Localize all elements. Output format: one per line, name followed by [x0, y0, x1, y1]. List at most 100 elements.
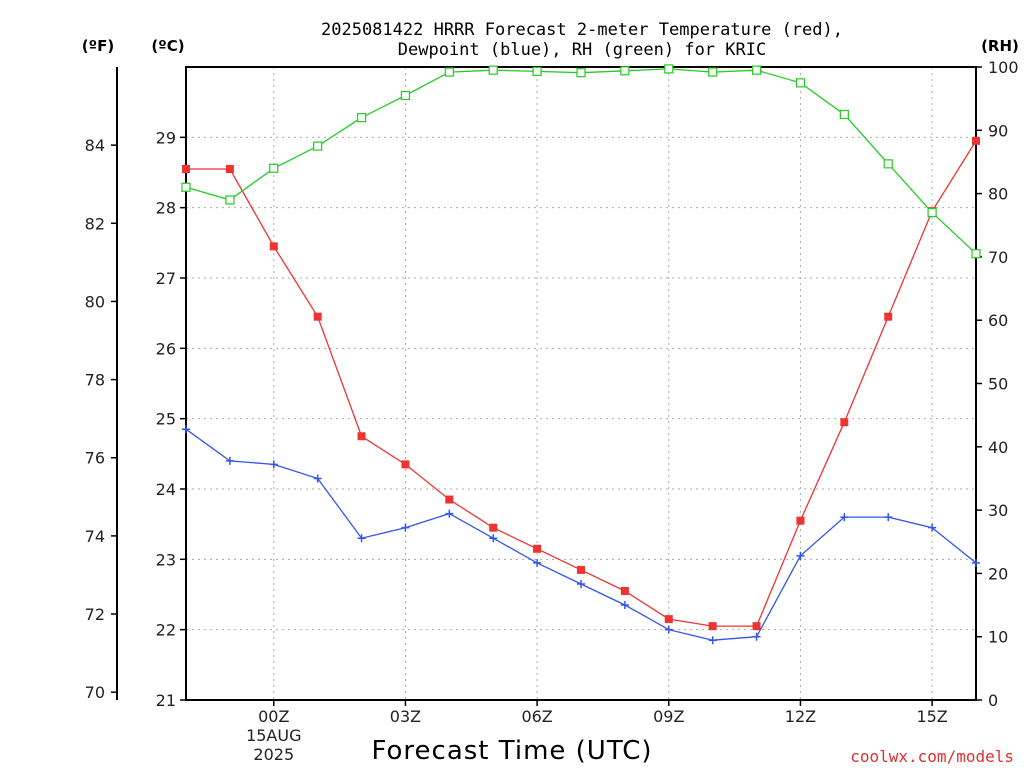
fahrenheit-tick-label: 76 — [85, 449, 105, 468]
x-tick-label: 15Z — [916, 707, 947, 726]
fahrenheit-tick-label: 74 — [85, 527, 105, 546]
rh-point — [839, 109, 849, 120]
x-tick-date-label: 15AUG — [246, 726, 301, 745]
temperature-point — [840, 418, 849, 427]
grid-lines — [186, 67, 976, 701]
temperature-point — [225, 164, 234, 173]
series-lines — [185, 68, 977, 641]
temperature-point — [884, 312, 893, 321]
dewpoint-line — [185, 428, 977, 641]
chart-title-line2: Dewpoint (blue), RH (green) for KRIC — [398, 40, 766, 60]
dewpoint-point — [972, 558, 980, 567]
rh-tick-label: 90 — [988, 121, 1008, 140]
rh-point — [444, 67, 454, 77]
x-tick-label: 09Z — [653, 707, 684, 726]
series-markers — [181, 64, 981, 645]
rh-tick-label: 20 — [988, 564, 1008, 583]
dewpoint-point — [577, 579, 585, 588]
rh-tick-label: 10 — [988, 628, 1008, 647]
celsius-tick-label: 27 — [156, 269, 176, 288]
rh-point — [664, 64, 674, 74]
temperature-point — [752, 622, 761, 631]
celsius-tick-label: 23 — [156, 550, 176, 569]
dewpoint-point — [269, 460, 278, 469]
rh-point — [313, 141, 323, 151]
x-tick-label: 12Z — [785, 707, 816, 726]
dewpoint-point — [401, 523, 410, 532]
dewpoint-point — [708, 636, 717, 645]
temperature-point — [577, 565, 585, 574]
dewpoint-point — [664, 625, 673, 634]
dewpoint-point — [357, 534, 366, 543]
fahrenheit-tick-label: 84 — [85, 136, 105, 155]
fahrenheit-tick-label: 70 — [85, 683, 105, 702]
celsius-tick-label: 22 — [156, 621, 176, 640]
rh-point — [269, 163, 279, 173]
rh-line — [185, 68, 977, 255]
rh-point — [708, 67, 718, 77]
rh-point — [532, 66, 542, 77]
rh-tick-label: 50 — [988, 375, 1008, 394]
celsius-tick-label: 21 — [156, 691, 176, 710]
rh-tick-label: 80 — [988, 185, 1008, 204]
rh-point — [356, 113, 367, 123]
temperature-point — [489, 523, 498, 532]
temperature-point — [445, 495, 454, 504]
dewpoint-point — [752, 632, 761, 641]
rh-point — [400, 90, 411, 101]
rh-point — [795, 78, 806, 88]
celsius-tick-label: 26 — [156, 339, 176, 358]
dewpoint-point — [796, 551, 805, 560]
rh-tick-label: 60 — [988, 311, 1008, 330]
celsius-tick-label: 25 — [156, 410, 176, 429]
dewpoint-point — [225, 456, 234, 465]
rh-point — [620, 66, 630, 76]
dewpoint-point — [928, 523, 937, 532]
rh-tick-label: 40 — [988, 438, 1008, 457]
plot-frame — [185, 66, 977, 701]
fahrenheit-unit-label: (ºF) — [82, 37, 114, 55]
fahrenheit-tick-label: 72 — [85, 605, 105, 624]
rh-point — [576, 68, 586, 78]
celsius-tick-label: 24 — [156, 480, 176, 499]
rh-tick-label: 70 — [988, 248, 1008, 267]
credit-label: coolwx.com/models — [850, 747, 1014, 766]
temperature-point — [401, 460, 410, 469]
rh-point — [971, 249, 981, 259]
dewpoint-point — [445, 509, 454, 518]
rh-point — [927, 207, 937, 218]
rh-tick-label: 30 — [988, 501, 1008, 520]
temperature-point — [664, 615, 673, 624]
fahrenheit-tick-label: 80 — [85, 292, 105, 311]
chart-title-line1: 2025081422 HRRR Forecast 2-meter Tempera… — [321, 20, 843, 40]
x-tick-label: 00Z — [258, 707, 289, 726]
x-axis-title: Forecast Time (UTC) — [371, 736, 652, 766]
temperature-point — [533, 544, 542, 553]
temperature-line — [186, 140, 977, 627]
temperature-point — [182, 164, 190, 173]
temperature-point — [796, 516, 805, 525]
rh-unit-label: (RH) — [981, 37, 1019, 55]
celsius-unit-label: (ºC) — [151, 37, 184, 55]
dewpoint-point — [884, 513, 893, 522]
temperature-point — [269, 242, 278, 251]
celsius-tick-label: 29 — [156, 128, 176, 147]
temperature-point — [708, 622, 717, 631]
dewpoint-point — [840, 513, 849, 522]
celsius-tick-label: 28 — [156, 199, 176, 218]
rh-tick-label: 100 — [988, 58, 1019, 77]
rh-point — [488, 65, 498, 75]
fahrenheit-tick-label: 78 — [85, 371, 105, 390]
dewpoint-point — [533, 558, 542, 567]
dewpoint-point — [489, 534, 498, 543]
rh-tick-label: 0 — [988, 691, 998, 710]
dewpoint-point — [182, 425, 190, 434]
fahrenheit-tick-label: 82 — [85, 214, 105, 233]
temperature-point — [357, 432, 366, 441]
rh-point — [751, 65, 762, 75]
temperature-point — [620, 586, 629, 595]
axes: 70 72 74 76 78 80 82 84 21 22 23 24 25 26 27 28 29 0 10 20 3… — [85, 58, 1019, 764]
temperature-point — [313, 312, 322, 321]
x-tick-year-label: 2025 — [253, 745, 294, 764]
